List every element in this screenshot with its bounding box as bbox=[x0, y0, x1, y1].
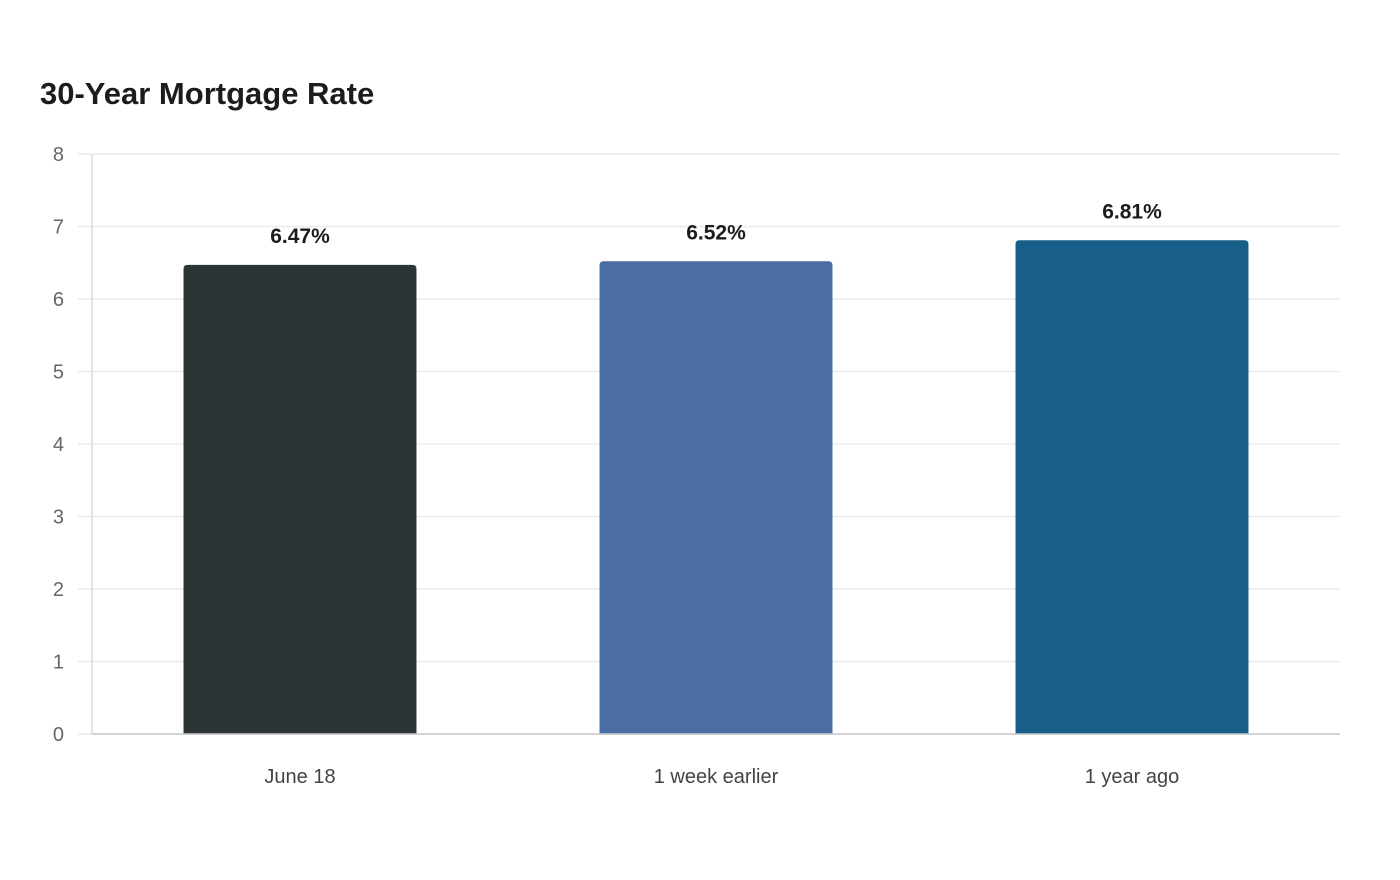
y-tick-label: 4 bbox=[53, 434, 64, 456]
x-category-label: 1 year ago bbox=[1085, 766, 1180, 788]
y-tick-label: 7 bbox=[53, 217, 64, 239]
bar-value-label: 6.81% bbox=[1102, 200, 1162, 223]
data-labels: 6.47% 6.52% 6.81% bbox=[270, 200, 1162, 248]
y-tick-label: 0 bbox=[53, 724, 64, 746]
bar bbox=[183, 264, 417, 734]
bar bbox=[1015, 240, 1249, 734]
y-tick-label: 2 bbox=[53, 579, 64, 601]
y-tick-label: 5 bbox=[53, 362, 64, 384]
x-category-label: 1 week earlier bbox=[654, 766, 779, 788]
y-tick-label: 3 bbox=[53, 507, 64, 529]
y-tick-label: 1 bbox=[53, 652, 64, 674]
bar-value-label: 6.47% bbox=[270, 225, 330, 248]
bar bbox=[599, 261, 833, 734]
chart-title: 30-Year Mortgage Rate bbox=[40, 76, 375, 111]
x-category-label: June 18 bbox=[264, 766, 335, 788]
x-axis-categories: June 18 1 week earlier 1 year ago bbox=[264, 766, 1179, 788]
bars bbox=[183, 240, 1249, 734]
y-axis-ticks: 0 1 2 3 4 5 6 7 8 bbox=[53, 144, 64, 746]
y-tick-label: 8 bbox=[53, 144, 64, 166]
bar-value-label: 6.52% bbox=[686, 221, 746, 244]
y-tick-label: 6 bbox=[53, 289, 64, 311]
